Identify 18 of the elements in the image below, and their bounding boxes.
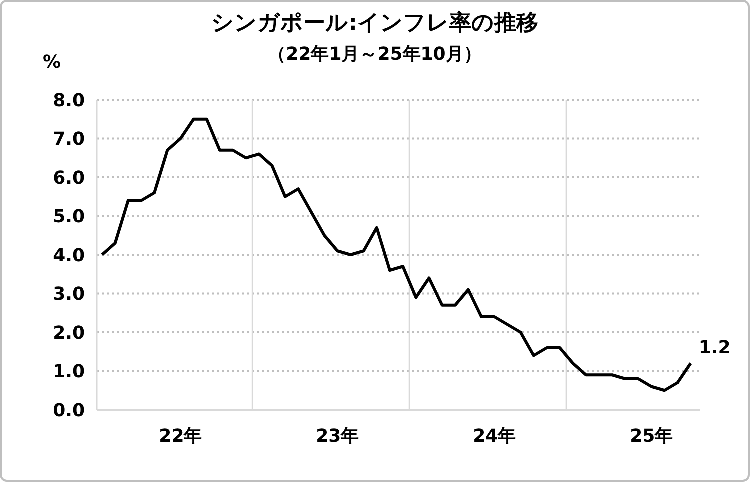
y-tick-label: 0.0 bbox=[53, 400, 85, 422]
y-tick-label: 2.0 bbox=[53, 322, 85, 344]
line-series bbox=[100, 118, 692, 392]
y-tick-label: 6.0 bbox=[53, 168, 85, 189]
data-label: 1.2 bbox=[698, 338, 731, 358]
y-tick-label: 4.0 bbox=[53, 245, 85, 266]
x-tick-label: 24年 bbox=[473, 426, 516, 447]
y-tick-label: 3.0 bbox=[53, 284, 85, 306]
chart-subtitle: （22年1月～25年10月） bbox=[268, 44, 482, 65]
y-tick-label: 8.0 bbox=[53, 90, 85, 112]
x-tick-label: 23年 bbox=[316, 426, 360, 447]
y-tick-label: 5.0 bbox=[53, 206, 85, 228]
y-axis-title: % bbox=[42, 52, 62, 73]
y-tick-label: 7.0 bbox=[53, 129, 85, 150]
y-tick-label: 1.0 bbox=[53, 362, 85, 383]
x-tick-label: 22年 bbox=[159, 426, 202, 447]
x-tick-label: 25年 bbox=[630, 426, 674, 447]
chart-title: シンガポール:インフレ率の推移 bbox=[212, 10, 538, 36]
